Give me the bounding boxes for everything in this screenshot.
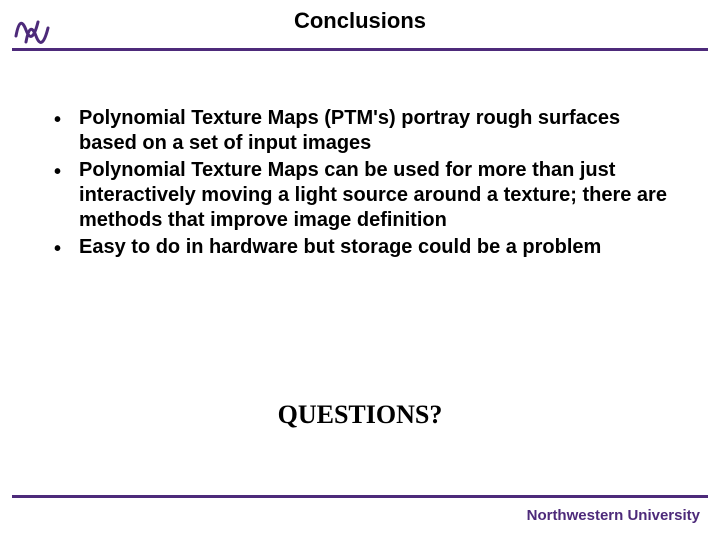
bullet-dot-icon: • [54, 160, 61, 185]
bullet-text: Polynomial Texture Maps (PTM's) portray … [79, 106, 672, 156]
list-item: • Polynomial Texture Maps (PTM's) portra… [54, 106, 672, 156]
list-item: • Easy to do in hardware but storage cou… [54, 235, 672, 262]
bullet-list: • Polynomial Texture Maps (PTM's) portra… [54, 106, 672, 262]
bullet-text: Polynomial Texture Maps can be used for … [79, 158, 672, 233]
divider-top [12, 48, 708, 51]
questions-heading: QUESTIONS? [0, 400, 720, 430]
bullet-dot-icon: • [54, 108, 61, 133]
slide: Conclusions • Polynomial Texture Maps (P… [0, 0, 720, 540]
footer-text: Northwestern University [527, 507, 700, 524]
bullet-dot-icon: • [54, 237, 61, 262]
body: • Polynomial Texture Maps (PTM's) portra… [54, 106, 672, 264]
list-item: • Polynomial Texture Maps can be used fo… [54, 158, 672, 233]
bullet-text: Easy to do in hardware but storage could… [79, 235, 672, 260]
divider-bottom [12, 495, 708, 498]
slide-title: Conclusions [0, 8, 720, 34]
